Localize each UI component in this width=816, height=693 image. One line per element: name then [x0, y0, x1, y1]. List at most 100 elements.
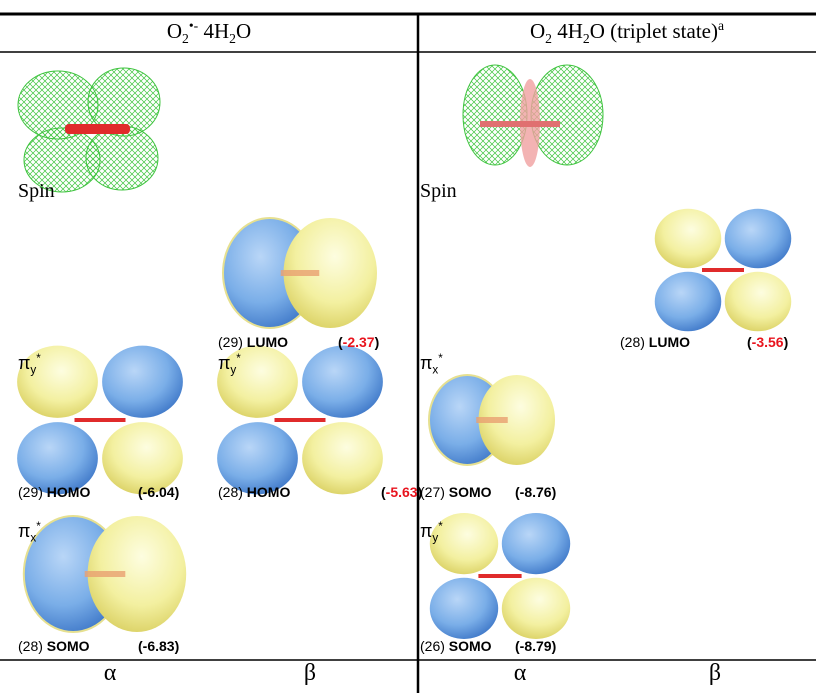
- header-part: 4H: [552, 19, 583, 43]
- orbital-symbol: πy*: [420, 520, 443, 545]
- orbital-number: (28): [218, 484, 243, 500]
- symbol-superscript: *: [36, 520, 41, 533]
- orbital-lobe: [655, 209, 722, 269]
- header-part: O (triplet state): [590, 19, 718, 43]
- orbital-label: (26) SOMO: [420, 638, 492, 654]
- energy-part: -8.76: [520, 484, 552, 500]
- orbital-name: HOMO: [247, 484, 291, 500]
- orbital-lobe: [702, 268, 744, 272]
- symbol-superscript: *: [236, 352, 241, 365]
- orbital-name: SOMO: [47, 638, 90, 654]
- symbol-subscript: y: [30, 364, 36, 377]
- energy-part: ): [175, 638, 180, 654]
- orbital-lobe: [275, 418, 326, 422]
- spin-channel: α: [420, 660, 620, 687]
- orbital-energy: (-8.76): [515, 484, 556, 500]
- orbital-label: (27) SOMO: [420, 484, 492, 500]
- header-part: 2: [545, 31, 552, 46]
- energy-part: -6.04: [143, 484, 175, 500]
- orbital-label: (29) HOMO: [18, 484, 90, 500]
- orbital-lobe: [302, 422, 383, 494]
- orbital-lobe: [502, 578, 570, 639]
- orbital-symbol: πy*: [18, 352, 41, 377]
- symbol-subscript: y: [230, 364, 236, 377]
- orbital-lobe: [281, 270, 320, 276]
- symbol: π: [420, 353, 432, 373]
- orbital-name: LUMO: [649, 334, 690, 350]
- orbital-energy: (-3.56): [747, 334, 788, 350]
- header-part: •-: [189, 18, 198, 33]
- symbol-subscript: y: [432, 532, 438, 545]
- energy-part: ): [175, 484, 180, 500]
- orbital-lobe: [302, 346, 383, 418]
- figure-art: [0, 0, 816, 693]
- energy-part: -3.56: [752, 334, 784, 350]
- energy-part: -8.79: [520, 638, 552, 654]
- orbital-name: LUMO: [247, 334, 288, 350]
- column-header: O2•- 4H2O: [9, 18, 409, 47]
- orbital-lobe: [75, 418, 126, 422]
- energy-part: ): [784, 334, 789, 350]
- orbital-symbol: πy*: [218, 352, 241, 377]
- orbital-lobe: [85, 571, 126, 577]
- symbol: π: [18, 353, 30, 373]
- orbital-name: HOMO: [47, 484, 91, 500]
- orbital-symbol: πx*: [18, 520, 41, 545]
- energy-part: -2.37: [343, 334, 375, 350]
- orbital-name: SOMO: [449, 484, 492, 500]
- orbital-number: (26): [420, 638, 445, 654]
- orbital-number: (28): [18, 638, 43, 654]
- orbital-symbol: πx*: [420, 352, 443, 377]
- header-part: 4H: [198, 19, 229, 43]
- header-part: O: [167, 19, 182, 43]
- figure: O2•- 4H2OSpin(29) LUMO(-2.37)πy*(29) HOM…: [0, 0, 816, 693]
- orbital-label: (28) LUMO: [620, 334, 690, 350]
- symbol: π: [18, 521, 30, 541]
- spin-channel: β: [210, 660, 410, 687]
- spin-label: Spin: [420, 180, 457, 203]
- symbol-superscript: *: [438, 352, 443, 365]
- orbital-number: (29): [18, 484, 43, 500]
- spin-density: [463, 65, 603, 167]
- header-part: O: [530, 19, 545, 43]
- orbital-lobe: [476, 417, 508, 423]
- header-part: 2: [583, 31, 590, 46]
- orbital-lobe: [502, 513, 570, 574]
- spin-channel: β: [615, 660, 815, 687]
- header-part: 2: [229, 31, 236, 46]
- orbital-label: (28) SOMO: [18, 638, 90, 654]
- symbol: π: [420, 521, 432, 541]
- spin-channel: α: [10, 660, 210, 687]
- header-part: a: [718, 18, 724, 33]
- orbital-name: SOMO: [449, 638, 492, 654]
- orbital-number: (28): [620, 334, 645, 350]
- column-header: O2 4H2O (triplet state)a: [427, 18, 816, 47]
- symbol-superscript: *: [36, 352, 41, 365]
- energy-part: ): [375, 334, 380, 350]
- header-part: 2: [182, 31, 189, 46]
- symbol-subscript: x: [432, 364, 438, 377]
- orbital-lobe: [655, 272, 722, 332]
- orbital-lobe: [430, 578, 498, 639]
- energy-part: ): [552, 484, 557, 500]
- orbital-energy: (-5.63): [381, 484, 422, 500]
- energy-part: -5.63: [386, 484, 418, 500]
- orbital-label: (28) HOMO: [218, 484, 290, 500]
- orbital-energy: (-6.83): [138, 638, 179, 654]
- orbital-lobe: [478, 574, 521, 578]
- symbol: π: [218, 353, 230, 373]
- orbital-label: (29) LUMO: [218, 334, 288, 350]
- spin-density: [18, 68, 160, 192]
- orbital-number: (29): [218, 334, 243, 350]
- orbital-lobe: [725, 209, 792, 269]
- symbol-superscript: *: [438, 520, 443, 533]
- symbol-subscript: x: [30, 532, 36, 545]
- orbital-lobe: [725, 272, 792, 332]
- orbital-energy: (-2.37): [338, 334, 379, 350]
- orbital-number: (27): [420, 484, 445, 500]
- energy-part: ): [552, 638, 557, 654]
- orbital-lobe: [102, 346, 183, 418]
- energy-part: -6.83: [143, 638, 175, 654]
- header-part: O: [236, 19, 251, 43]
- spin-label: Spin: [18, 180, 55, 203]
